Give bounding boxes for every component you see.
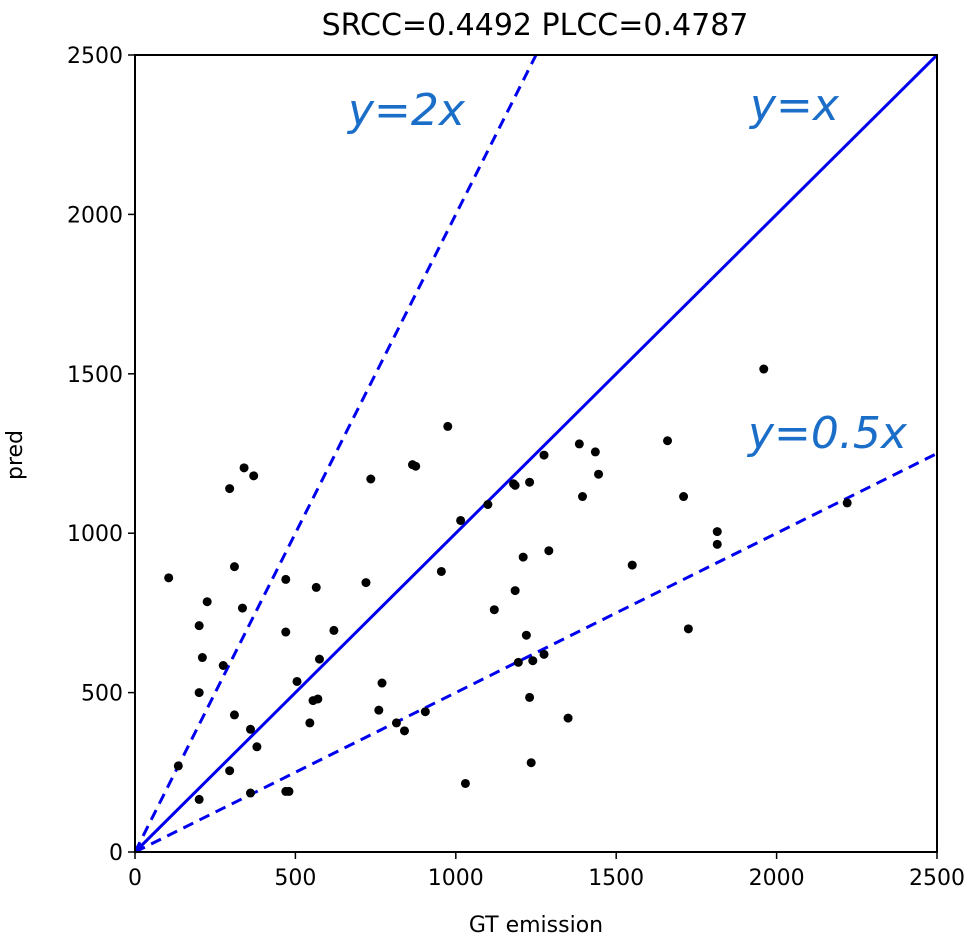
- data-point: [194, 621, 204, 631]
- data-point: [563, 713, 573, 723]
- data-point: [197, 653, 207, 663]
- x-tick-label: 1000: [428, 866, 484, 891]
- y-axis-ticks: 0 500 1000 1500 2000 2500: [67, 44, 135, 866]
- x-axis-ticks: 0 500 1000 1500 2000 2500: [128, 852, 965, 891]
- data-point: [281, 627, 291, 637]
- reference-line-label: y=x: [748, 80, 840, 131]
- data-point: [194, 794, 204, 804]
- reference-line-y-2x: [133, 54, 538, 853]
- data-point: [456, 515, 466, 525]
- data-point: [436, 566, 446, 576]
- data-point: [443, 421, 453, 431]
- data-point: [411, 461, 421, 471]
- data-point: [489, 605, 499, 615]
- data-point: [281, 574, 291, 584]
- data-point: [249, 471, 259, 481]
- data-point: [521, 630, 531, 640]
- x-tick-label: 500: [274, 866, 316, 891]
- data-point: [237, 603, 247, 613]
- data-point: [305, 718, 315, 728]
- data-point: [594, 469, 604, 479]
- data-point: [460, 778, 470, 788]
- data-point: [202, 597, 212, 607]
- y-tick-label: 1000: [67, 522, 123, 547]
- plot-frame: [134, 54, 938, 853]
- data-point: [679, 492, 689, 502]
- data-point: [194, 688, 204, 698]
- data-point: [510, 480, 520, 490]
- data-point: [539, 649, 549, 659]
- data-point: [528, 656, 538, 666]
- reference-lines: [133, 53, 939, 854]
- data-point: [712, 527, 722, 537]
- y-tick-label: 500: [81, 682, 123, 707]
- x-tick-label: 2500: [909, 866, 965, 891]
- data-points: [164, 364, 852, 804]
- data-point: [539, 450, 549, 460]
- data-point: [525, 477, 535, 487]
- data-point: [329, 625, 339, 635]
- data-point: [229, 710, 239, 720]
- data-point: [218, 661, 228, 671]
- y-tick-label: 2000: [67, 203, 123, 228]
- y-tick-label: 0: [109, 841, 123, 866]
- data-point: [374, 705, 384, 715]
- reference-line-label: y=0.5x: [746, 408, 908, 459]
- data-point: [578, 492, 588, 502]
- data-point: [759, 364, 769, 374]
- data-point: [590, 447, 600, 457]
- data-point: [361, 578, 371, 588]
- data-point: [510, 586, 520, 596]
- data-point: [292, 676, 302, 686]
- data-point: [483, 500, 493, 510]
- data-point: [164, 573, 174, 583]
- data-point: [314, 654, 324, 664]
- data-point: [366, 474, 376, 484]
- data-point: [627, 560, 637, 570]
- x-axis-label: GT emission: [469, 913, 603, 938]
- data-point: [311, 582, 321, 592]
- reference-line-y-0-5x: [134, 452, 938, 854]
- data-point: [663, 436, 673, 446]
- chart-title: SRCC=0.4492 PLCC=0.4787: [322, 8, 749, 43]
- y-tick-label: 1500: [67, 363, 123, 388]
- data-point: [225, 484, 235, 494]
- data-point: [842, 498, 852, 508]
- data-point: [377, 678, 387, 688]
- y-tick-label: 2500: [67, 44, 123, 69]
- data-point: [229, 562, 239, 572]
- reference-line-labels: y=2x y=x y=0.5x: [346, 80, 908, 459]
- data-point: [518, 552, 528, 562]
- data-point: [420, 707, 430, 717]
- data-point: [173, 761, 183, 771]
- data-point: [712, 539, 722, 549]
- data-point: [526, 758, 536, 768]
- data-point: [245, 788, 255, 798]
- data-point: [574, 439, 584, 449]
- reference-line-y-x: [133, 53, 939, 854]
- reference-line-label: y=2x: [346, 85, 466, 136]
- data-point: [513, 657, 523, 667]
- data-point: [683, 624, 693, 634]
- data-point: [525, 692, 535, 702]
- y-axis-label: pred: [3, 430, 28, 480]
- x-tick-label: 2000: [749, 866, 805, 891]
- data-point: [399, 726, 409, 736]
- x-tick-label: 0: [128, 866, 142, 891]
- data-point: [284, 786, 294, 796]
- data-point: [391, 718, 401, 728]
- data-point: [245, 724, 255, 734]
- data-point: [239, 463, 249, 473]
- x-tick-label: 1500: [588, 866, 644, 891]
- data-point: [225, 766, 235, 776]
- data-point: [544, 546, 554, 556]
- data-point: [252, 742, 262, 752]
- data-point: [313, 694, 323, 704]
